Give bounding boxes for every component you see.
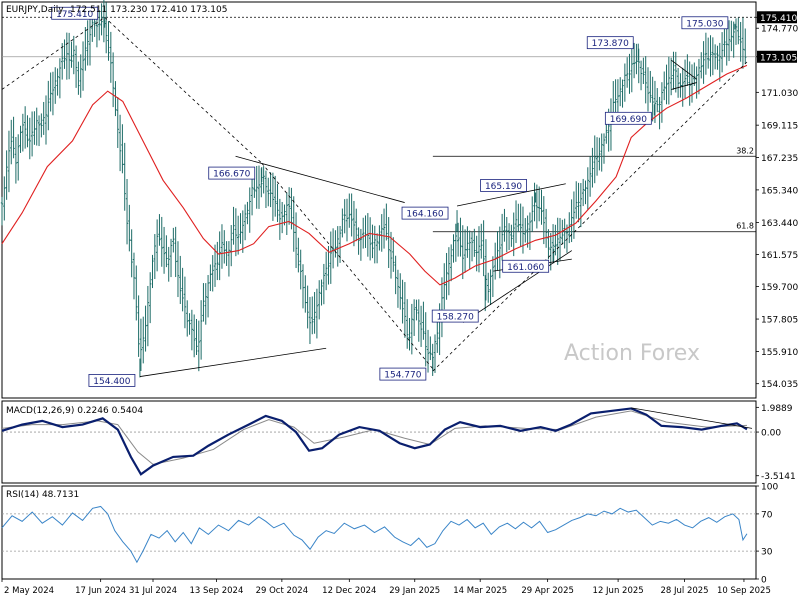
swing-label: 175.030 xyxy=(686,19,723,29)
swing-label: 158.270 xyxy=(437,313,474,323)
dashed-trendline xyxy=(261,162,434,370)
watermark: Action Forex xyxy=(564,341,700,366)
price-tick-label: 155.910 xyxy=(761,348,798,358)
x-tick-label: 29 Apr 2025 xyxy=(521,586,574,596)
swing-label: 173.870 xyxy=(592,39,629,49)
macd-trendline xyxy=(631,407,753,429)
rsi-panel-frame xyxy=(1,485,757,580)
x-tick-label: 10 Sep 2025 xyxy=(717,586,771,596)
trendline xyxy=(671,59,697,80)
rsi-tick-label: 30 xyxy=(761,548,773,558)
macd-line xyxy=(1,407,748,476)
trendline xyxy=(139,347,327,377)
dashed-trendline xyxy=(1,16,105,90)
price-tick-label: 171.030 xyxy=(761,89,798,99)
swing-label-box xyxy=(401,206,449,220)
trendline xyxy=(235,155,405,203)
swing-label-box xyxy=(480,179,527,192)
dashed-trendline xyxy=(104,16,263,164)
macd-signal-line xyxy=(1,410,747,465)
x-tick-label: 12 Jun 2025 xyxy=(593,586,644,596)
x-tick-label: 13 Sep 2024 xyxy=(189,586,243,596)
swing-label: 154.400 xyxy=(93,377,130,387)
swing-label: 164.160 xyxy=(406,210,443,220)
price-tick-label: 169.115 xyxy=(761,122,798,132)
swing-label-box xyxy=(502,259,550,273)
price-tick-label: 165.340 xyxy=(761,186,798,196)
rsi-tick-label: 70 xyxy=(761,510,773,520)
x-tick-label: 29 Jan 2025 xyxy=(389,586,440,596)
price-tick-label: 167.235 xyxy=(761,154,798,164)
moving-average-line xyxy=(1,64,748,286)
price-tick-label: 159.700 xyxy=(761,283,798,293)
trendline xyxy=(456,183,566,207)
rsi-tick-label: 0 xyxy=(761,576,767,586)
macd-panel-frame xyxy=(1,400,757,484)
swing-label-box xyxy=(431,309,479,323)
price-tick-label: 174.770 xyxy=(761,25,798,35)
dashed-trendline xyxy=(432,61,748,372)
swing-label: 165.190 xyxy=(485,182,522,192)
rsi-line xyxy=(1,505,748,564)
swing-label: 169.690 xyxy=(610,115,647,125)
swing-label: 175.410 xyxy=(56,10,93,20)
x-tick-label: 17 Jun 2024 xyxy=(75,586,126,596)
price-label: 175.410 xyxy=(760,14,797,24)
price-tick-label: 157.805 xyxy=(761,316,798,326)
trendline xyxy=(671,82,697,90)
swing-label-box xyxy=(208,166,256,180)
swing-label-box xyxy=(88,374,136,387)
swing-label: 161.060 xyxy=(507,263,544,273)
swing-label-box xyxy=(681,16,729,30)
fib-level-label: 61.8 xyxy=(736,222,754,231)
price-label-bg xyxy=(757,50,797,63)
x-tick-label: 2 May 2024 xyxy=(4,586,54,596)
price-label: 173.105 xyxy=(760,53,797,63)
price-tick-label: 154.035 xyxy=(761,380,798,390)
price-tick-label: 163.440 xyxy=(761,219,798,229)
rsi-title: RSI(14) 48.7131 xyxy=(6,490,79,500)
swing-label-box xyxy=(586,36,634,50)
macd-tick-label: -3.5141 xyxy=(761,472,796,482)
x-tick-label: 14 Mar 2025 xyxy=(453,586,507,596)
macd-title: MACD(12,26,9) 0.2246 0.5404 xyxy=(6,406,143,416)
rsi-tick-label: 100 xyxy=(761,483,778,493)
chart-symbol: EURJPY,Daily xyxy=(6,5,64,15)
swing-label-box xyxy=(604,111,652,125)
x-tick-label: 29 Oct 2024 xyxy=(256,586,309,596)
macd-tick-label: 0.00 xyxy=(761,429,781,439)
price-label-bg xyxy=(757,11,797,24)
x-tick-label: 28 Jul 2025 xyxy=(660,586,708,596)
swing-label: 154.770 xyxy=(384,371,421,381)
x-tick-label: 12 Dec 2024 xyxy=(322,586,376,596)
swing-label-box xyxy=(379,367,427,381)
swing-label-box xyxy=(51,6,99,20)
macd-tick-label: 1.9889 xyxy=(761,404,793,414)
chart-ohlc: 172.511 173.230 172.410 173.105 xyxy=(70,5,227,15)
price-bars xyxy=(0,0,747,378)
price-tick-label: 161.575 xyxy=(761,251,798,261)
swing-label: 166.670 xyxy=(213,170,250,180)
trendline xyxy=(462,250,573,323)
fib-level-label: 38.2 xyxy=(736,146,754,155)
x-tick-label: 31 Jul 2024 xyxy=(129,586,177,596)
